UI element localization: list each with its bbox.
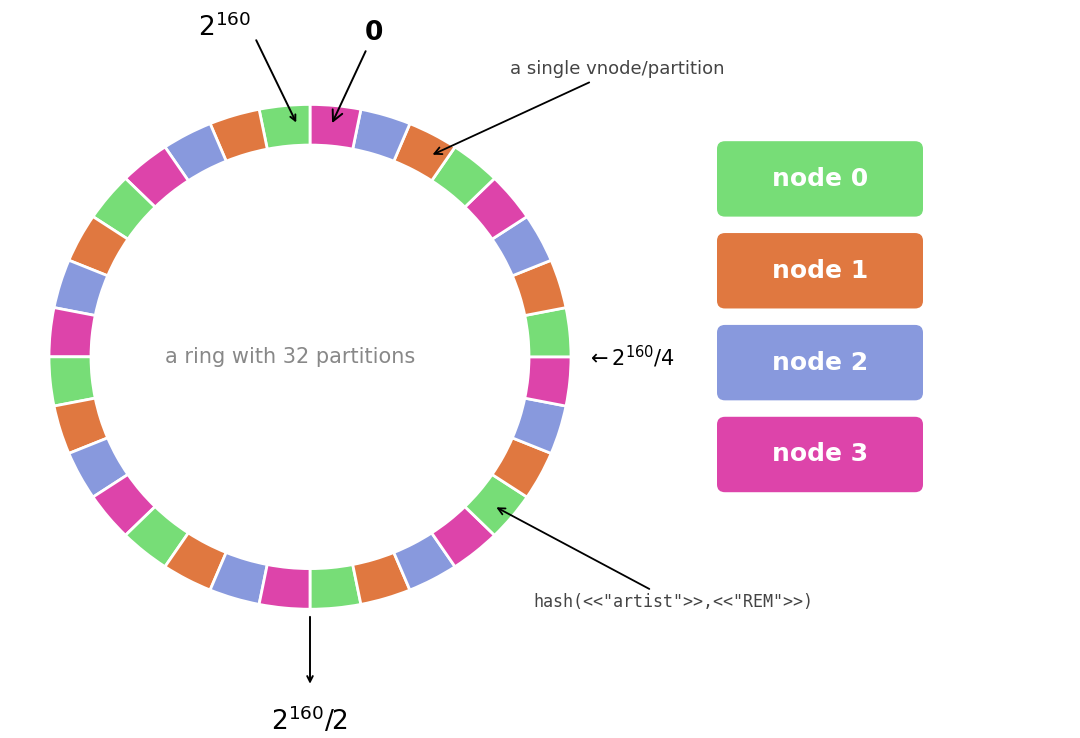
Text: $2^{160}$: $2^{160}$	[199, 14, 252, 42]
FancyBboxPatch shape	[717, 141, 923, 217]
Text: a ring with 32 partitions: a ring with 32 partitions	[165, 347, 415, 367]
FancyBboxPatch shape	[717, 325, 923, 400]
Text: node 2: node 2	[772, 351, 868, 375]
Wedge shape	[69, 217, 127, 276]
Wedge shape	[432, 147, 495, 207]
Wedge shape	[492, 217, 551, 276]
Wedge shape	[54, 398, 108, 453]
Wedge shape	[211, 109, 267, 161]
Wedge shape	[394, 533, 455, 590]
Wedge shape	[512, 398, 566, 453]
Wedge shape	[394, 124, 455, 181]
Wedge shape	[125, 147, 188, 207]
Wedge shape	[310, 105, 361, 149]
Wedge shape	[464, 475, 527, 535]
Wedge shape	[464, 179, 527, 239]
Wedge shape	[93, 475, 156, 535]
Wedge shape	[49, 357, 95, 406]
Text: node 0: node 0	[772, 167, 868, 191]
Text: $2^{160}/2$: $2^{160}/2$	[271, 706, 349, 737]
Wedge shape	[353, 109, 410, 161]
Wedge shape	[259, 105, 310, 149]
Wedge shape	[492, 438, 551, 497]
Wedge shape	[69, 438, 127, 497]
Wedge shape	[310, 565, 361, 610]
Wedge shape	[165, 533, 226, 590]
Text: $\leftarrow 2^{160}/4$: $\leftarrow 2^{160}/4$	[586, 344, 675, 370]
Wedge shape	[259, 565, 310, 610]
Wedge shape	[211, 553, 267, 604]
Wedge shape	[54, 261, 108, 316]
Wedge shape	[432, 506, 495, 567]
FancyBboxPatch shape	[717, 233, 923, 308]
Wedge shape	[525, 357, 571, 406]
Text: node 3: node 3	[772, 443, 868, 466]
Wedge shape	[125, 506, 188, 567]
Wedge shape	[512, 261, 566, 316]
Text: hash(<<"artist">>,<<"REM">>): hash(<<"artist">>,<<"REM">>)	[498, 508, 814, 611]
Wedge shape	[353, 553, 410, 604]
Wedge shape	[49, 308, 95, 357]
Text: 0: 0	[333, 20, 383, 121]
FancyBboxPatch shape	[717, 417, 923, 492]
Text: node 1: node 1	[772, 259, 868, 283]
Wedge shape	[165, 124, 226, 181]
Wedge shape	[93, 179, 156, 239]
Wedge shape	[525, 308, 571, 357]
Text: a single vnode/partition: a single vnode/partition	[434, 61, 725, 154]
